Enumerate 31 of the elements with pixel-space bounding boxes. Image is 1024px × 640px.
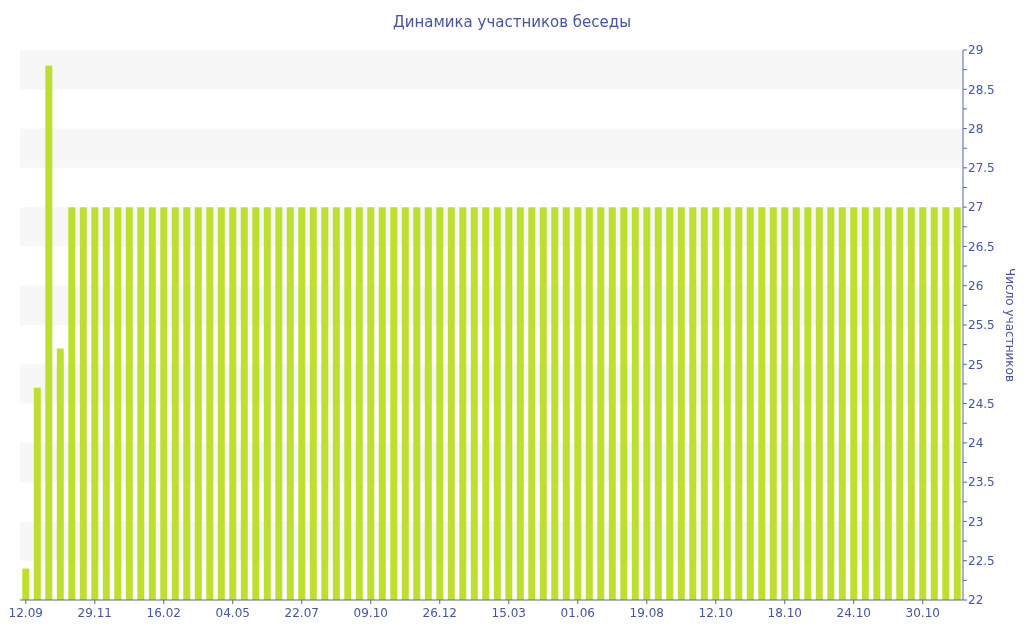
y-tick-label: 24.5: [968, 396, 995, 411]
y-tick-label: 27: [968, 200, 984, 215]
x-tick-label: 22.07: [284, 605, 319, 620]
x-tick-label: 12.10: [698, 605, 733, 620]
y-tick-label: 28: [968, 121, 984, 136]
y-tick-label: 26: [968, 278, 984, 293]
x-tick-label: 19.08: [629, 605, 664, 620]
x-tick-label: 15.03: [491, 605, 526, 620]
x-tick-label: 18.10: [767, 605, 802, 620]
y-axis-title: Число участников: [1003, 268, 1017, 382]
y-tick-label: 28.5: [968, 82, 995, 97]
y-tick-label: 23: [968, 514, 984, 529]
y-tick-label: 22: [968, 593, 984, 608]
x-tick-label: 16.02: [146, 605, 181, 620]
x-tick-label: 30.10: [905, 605, 940, 620]
x-tick-label: 04.05: [215, 605, 250, 620]
y-tick-label: 27.5: [968, 161, 995, 176]
y-tick-label: 26.5: [968, 239, 995, 254]
x-tick-label: 09.10: [353, 605, 388, 620]
y-tick-label: 25.5: [968, 318, 995, 333]
y-tick-label: 24: [968, 436, 984, 451]
x-tick-label: 26.12: [422, 605, 457, 620]
y-tick-label: 23.5: [968, 475, 995, 490]
y-tick-label: 22.5: [968, 553, 995, 568]
x-tick-label: 29.11: [77, 605, 112, 620]
x-tick-label: 01.06: [560, 605, 595, 620]
x-tick-label: 12.09: [8, 605, 43, 620]
chart-title: Динамика участников беседы: [391, 13, 632, 31]
y-tick-label: 25: [968, 357, 984, 372]
x-tick-label: 24.10: [836, 605, 871, 620]
y-tick-label: 29: [968, 43, 984, 58]
